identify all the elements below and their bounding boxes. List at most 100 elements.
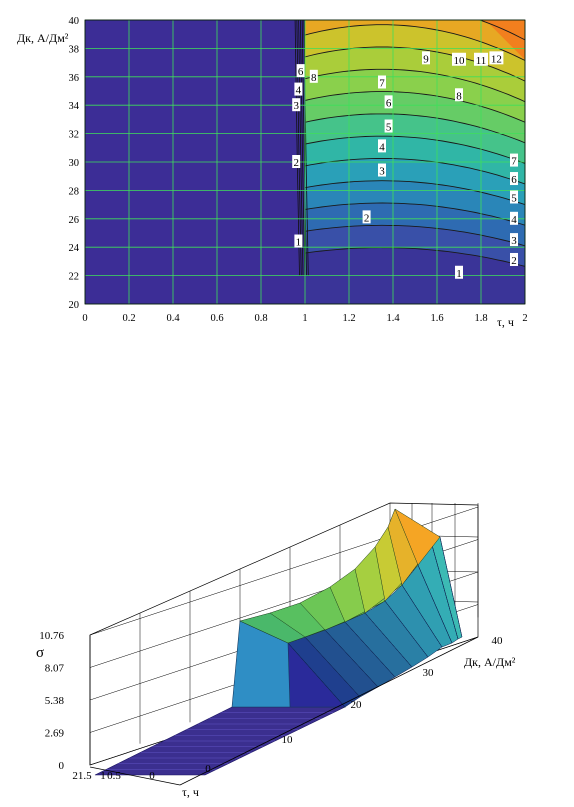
surface-x-axis-label: τ, ч [182, 785, 199, 799]
contour-label: 8 [455, 88, 463, 102]
y-tick-label: 38 [69, 44, 80, 55]
surface-y-tick-label: 0 [205, 763, 211, 775]
surface-x-tick-label: 1 [100, 770, 106, 782]
y-tick-label: 36 [69, 73, 80, 84]
contour-label: 2 [510, 252, 518, 267]
svg-text:8: 8 [311, 72, 317, 84]
x-axis-label: τ, ч [497, 315, 514, 329]
contour-line [304, 113, 525, 144]
contour-line [304, 135, 525, 164]
surface-mesh-line [344, 621, 396, 678]
surface-mesh-line [439, 536, 463, 638]
contour-label: 2 [362, 210, 371, 224]
contour-label: 6 [384, 95, 393, 109]
surface-mesh-line [417, 564, 453, 644]
z-axis-label: σ [36, 645, 44, 661]
surface-x-tick-label: 0 [149, 770, 155, 782]
svg-text:7: 7 [379, 77, 385, 89]
svg-text:4: 4 [379, 141, 385, 153]
y-tick-label: 20 [69, 300, 80, 311]
svg-text:5: 5 [511, 193, 517, 205]
z-tick-label: 10.76 [39, 630, 64, 642]
surface-mesh-line [304, 636, 361, 698]
y-tick-label: 22 [69, 272, 80, 283]
x-tick-label: 2 [522, 313, 527, 324]
contour-line [304, 202, 525, 226]
svg-text:2: 2 [364, 212, 370, 224]
contour-label: 6 [510, 172, 518, 186]
contour-label: 1 [455, 265, 463, 280]
surface-y-axis-label: Дк, А/Дм² [464, 655, 516, 669]
contour-line [478, 20, 525, 41]
y-tick-label: 40 [69, 16, 80, 27]
svg-text:3: 3 [511, 235, 517, 247]
contour-line [304, 24, 525, 61]
x-tick-label: 1 [302, 313, 307, 324]
svg-text:6: 6 [298, 66, 304, 78]
contour-label: 3 [292, 98, 301, 112]
svg-text:2: 2 [293, 157, 299, 169]
contour-line [304, 180, 525, 206]
x-axis-line [89, 766, 181, 786]
surface-mesh-line [431, 544, 459, 640]
svg-text:4: 4 [296, 85, 302, 97]
y-tick-label: 26 [69, 215, 80, 226]
z-tick-label: 5.38 [45, 695, 65, 707]
contour-band [485, 20, 525, 60]
y-tick-label: 28 [69, 186, 80, 197]
surface-y-tick-label: 10 [282, 734, 294, 746]
surface-mesh-line [287, 642, 346, 708]
contour-band [305, 20, 525, 61]
z-tick-label: 2.69 [45, 728, 65, 740]
surface-chart: 0 2.69 5.38 8.07 10.76 0 10 20 30 40 21.5 1 0.5 0 σ τ… [36, 502, 516, 799]
surface-y-tick-label: 40 [492, 635, 504, 647]
z-tick-label: 0 [59, 760, 65, 772]
contour-line [304, 158, 525, 185]
surface-y-tick-label: 20 [351, 699, 363, 711]
contour-label: 11 [474, 52, 488, 67]
y-axis-label: Дк, А/Дм² [17, 31, 69, 45]
svg-text:1: 1 [296, 237, 302, 249]
svg-text:2: 2 [511, 255, 517, 267]
x-tick-label: 1.4 [386, 313, 400, 324]
contour-label: 5 [384, 119, 393, 134]
svg-text:3: 3 [293, 100, 299, 112]
surface-y-tick-label: 30 [423, 667, 435, 679]
surface-facet [394, 508, 441, 566]
svg-text:7: 7 [511, 156, 517, 168]
svg-text:5: 5 [386, 122, 392, 134]
contour-label: 12 [489, 51, 504, 65]
svg-text:9: 9 [423, 53, 429, 65]
contour-line [304, 247, 525, 267]
contour-label: 8 [309, 69, 318, 84]
svg-text:4: 4 [511, 214, 517, 226]
x-tick-label: 0.4 [166, 313, 180, 324]
contour-label: 4 [510, 211, 518, 226]
svg-text:11: 11 [476, 55, 487, 67]
surface-x-tick-label: 0.5 [107, 770, 121, 782]
y-tick-label: 34 [69, 101, 80, 112]
z-tick-label: 8.07 [45, 663, 65, 675]
x-tick-label: 0.2 [122, 313, 135, 324]
svg-text:1: 1 [456, 268, 462, 280]
y-tick-label: 30 [69, 158, 80, 169]
contour-label: 4 [294, 82, 303, 97]
x-tick-label: 0 [82, 313, 87, 324]
contour-label: 10 [452, 52, 466, 67]
surface-mesh-line [401, 584, 443, 648]
contour-line [304, 91, 525, 123]
y-tick-label: 32 [69, 130, 80, 141]
x-tick-label: 0.8 [254, 313, 267, 324]
contour-line [304, 68, 525, 103]
x-tick-label: 0.6 [210, 313, 223, 324]
contour-chart: 0 0.2 0.4 0.6 0.8 1 1.2 1.4 1.6 1.8 22022242628303… [17, 16, 528, 329]
svg-text:12: 12 [491, 53, 502, 65]
x-tick-label: 1.2 [342, 313, 355, 324]
y-axis-line [179, 636, 479, 786]
contour-label: 6 [296, 64, 305, 78]
svg-text:10: 10 [454, 55, 466, 67]
contour-label: 7 [378, 75, 386, 89]
surface-x-tick-label: 21.5 [72, 770, 92, 782]
contour-label: 4 [378, 139, 386, 153]
svg-text:8: 8 [456, 90, 462, 102]
